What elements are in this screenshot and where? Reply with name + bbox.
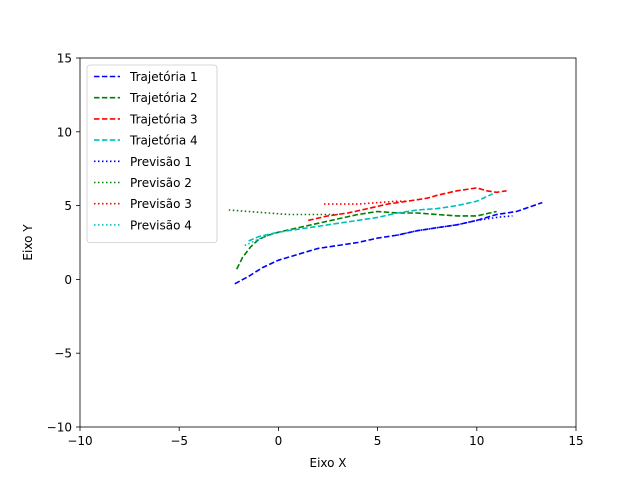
legend: Trajetória 1 Trajetória 2 Trajetória 3 Traj…: [86, 64, 218, 244]
y-tick-label: 0: [64, 273, 72, 287]
x-axis-ticks: −10 −5 0 5 10 15: [67, 427, 584, 448]
x-tick-label: 15: [568, 434, 583, 448]
legend-label: Previsão 1: [130, 155, 192, 169]
y-tick-label: −5: [54, 347, 72, 361]
legend-box: [86, 64, 218, 244]
y-tick-label: 5: [64, 199, 72, 213]
legend-label: Trajetória 3: [129, 112, 198, 126]
x-tick-label: 10: [469, 434, 484, 448]
y-tick-label: 15: [57, 52, 72, 66]
legend-label: Trajetória 2: [129, 91, 198, 105]
series-line-5: [397, 215, 513, 236]
series-line-1: [234, 201, 543, 285]
series-line-2: [235, 210, 497, 270]
y-tick-label: 10: [57, 125, 72, 139]
x-tick-label: −5: [170, 434, 188, 448]
y-axis-label: Eixo Y: [21, 224, 35, 261]
y-tick-label: −10: [47, 421, 72, 435]
series-layer: [228, 187, 543, 285]
legend-label: Previsão 2: [130, 176, 192, 190]
x-tick-label: 5: [374, 434, 382, 448]
plot-frame: [79, 57, 577, 428]
series-line-3: [308, 187, 507, 222]
y-axis-ticks: −10 −5 0 5 10 15: [47, 52, 80, 435]
series-line-4: [248, 193, 494, 242]
legend-label: Trajetória 4: [129, 134, 198, 148]
series-line-8: [244, 232, 275, 247]
legend-label: Trajetória 1: [129, 70, 198, 84]
x-axis-label: Eixo X: [309, 456, 346, 470]
legend-label: Previsão 3: [130, 197, 192, 211]
x-tick-label: 0: [275, 434, 283, 448]
x-tick-label: −10: [67, 434, 92, 448]
legend-label: Previsão 4: [130, 218, 192, 232]
